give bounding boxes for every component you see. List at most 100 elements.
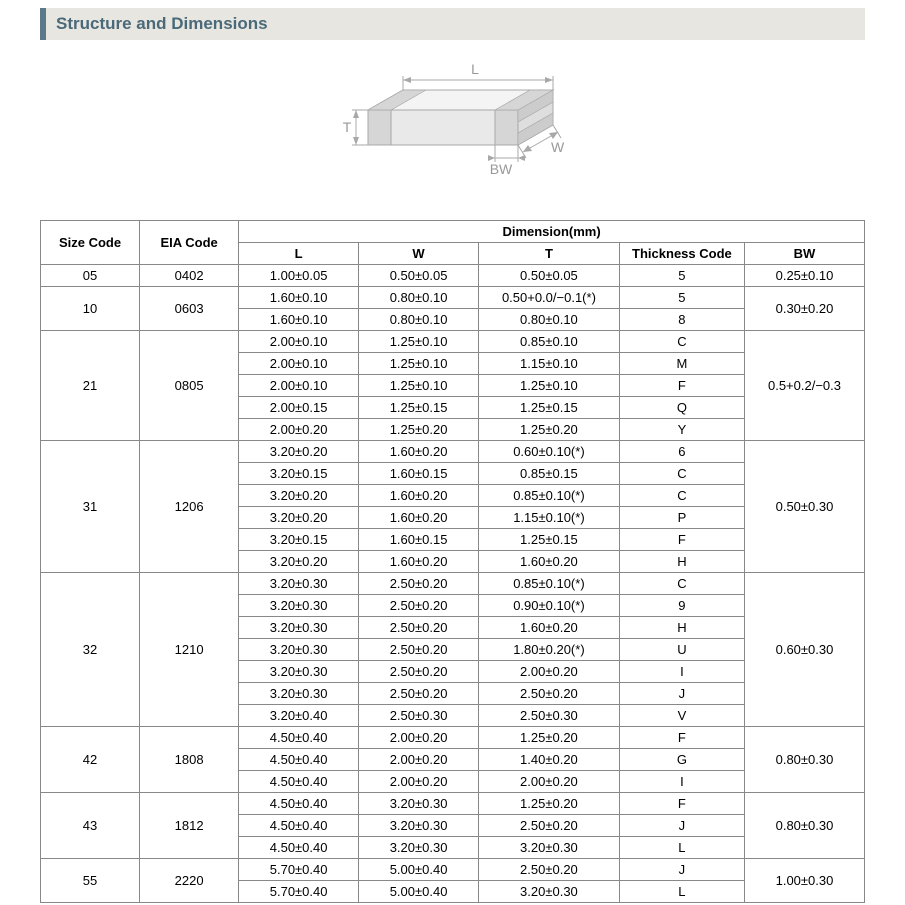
cell-t: 2.00±0.20 — [479, 771, 620, 793]
cell-w: 2.50±0.20 — [359, 617, 479, 639]
cell-tc: J — [619, 683, 744, 705]
chip-dimension-diagram: L T W BW — [323, 50, 583, 200]
cell-tc: C — [619, 463, 744, 485]
cell-tc: F — [619, 375, 744, 397]
cell-size-code: 32 — [41, 573, 140, 727]
cell-w: 1.60±0.15 — [359, 529, 479, 551]
cell-eia-code: 0402 — [140, 265, 239, 287]
cell-l: 4.50±0.40 — [239, 837, 359, 859]
cell-tc: C — [619, 331, 744, 353]
cell-eia-code: 1808 — [140, 727, 239, 793]
cell-t: 1.25±0.15 — [479, 529, 620, 551]
cell-size-code: 31 — [41, 441, 140, 573]
cell-w: 1.60±0.20 — [359, 507, 479, 529]
cell-bw: 1.00±0.30 — [744, 859, 864, 903]
cell-l: 2.00±0.20 — [239, 419, 359, 441]
dim-label-w: W — [551, 139, 565, 155]
cell-tc: 8 — [619, 309, 744, 331]
cell-t: 1.40±0.20 — [479, 749, 620, 771]
cell-w: 5.00±0.40 — [359, 859, 479, 881]
col-tc: Thickness Code — [619, 243, 744, 265]
col-bw: BW — [744, 243, 864, 265]
cell-w: 2.50±0.20 — [359, 661, 479, 683]
cell-l: 3.20±0.30 — [239, 595, 359, 617]
cell-size-code: 05 — [41, 265, 140, 287]
cell-l: 5.70±0.40 — [239, 881, 359, 903]
cell-t: 1.25±0.20 — [479, 793, 620, 815]
cell-w: 2.00±0.20 — [359, 749, 479, 771]
dim-label-l: L — [471, 61, 479, 77]
col-t: T — [479, 243, 620, 265]
col-l: L — [239, 243, 359, 265]
cell-t: 0.50±0.05 — [479, 265, 620, 287]
cell-w: 2.00±0.20 — [359, 771, 479, 793]
cell-w: 2.50±0.20 — [359, 573, 479, 595]
cell-size-code: 21 — [41, 331, 140, 441]
section-header: Structure and Dimensions — [40, 8, 865, 40]
cell-t: 1.60±0.20 — [479, 617, 620, 639]
cell-t: 0.50+0.0/−0.1(*) — [479, 287, 620, 309]
cell-w: 2.50±0.20 — [359, 595, 479, 617]
cell-size-code: 42 — [41, 727, 140, 793]
cell-t: 2.50±0.20 — [479, 683, 620, 705]
cell-l: 4.50±0.40 — [239, 749, 359, 771]
cell-tc: 6 — [619, 441, 744, 463]
cell-tc: C — [619, 485, 744, 507]
chip-terminal-left — [368, 110, 391, 145]
cell-t: 1.80±0.20(*) — [479, 639, 620, 661]
cell-w: 3.20±0.30 — [359, 793, 479, 815]
cell-t: 0.80±0.10 — [479, 309, 620, 331]
cell-l: 3.20±0.20 — [239, 507, 359, 529]
table-row: 4218084.50±0.402.00±0.201.25±0.20F0.80±0… — [41, 727, 865, 749]
table-row: 4318124.50±0.403.20±0.301.25±0.20F0.80±0… — [41, 793, 865, 815]
cell-tc: L — [619, 881, 744, 903]
cell-tc: F — [619, 529, 744, 551]
cell-bw: 0.30±0.20 — [744, 287, 864, 331]
col-group-dimension: Dimension(mm) — [239, 221, 865, 243]
cell-l: 5.70±0.40 — [239, 859, 359, 881]
table-body: 0504021.00±0.050.50±0.050.50±0.0550.25±0… — [41, 265, 865, 903]
cell-l: 1.60±0.10 — [239, 287, 359, 309]
cell-l: 2.00±0.15 — [239, 397, 359, 419]
cell-w: 0.80±0.10 — [359, 309, 479, 331]
cell-tc: V — [619, 705, 744, 727]
cell-l: 3.20±0.20 — [239, 485, 359, 507]
cell-tc: H — [619, 551, 744, 573]
cell-tc: F — [619, 727, 744, 749]
cell-bw: 0.80±0.30 — [744, 793, 864, 859]
chip-terminal-right — [495, 110, 518, 145]
cell-tc: J — [619, 859, 744, 881]
dim-label-bw: BW — [489, 161, 512, 177]
cell-tc: M — [619, 353, 744, 375]
cell-eia-code: 1812 — [140, 793, 239, 859]
cell-l: 3.20±0.20 — [239, 551, 359, 573]
cell-l: 3.20±0.15 — [239, 529, 359, 551]
cell-l: 3.20±0.20 — [239, 441, 359, 463]
cell-t: 0.85±0.10(*) — [479, 573, 620, 595]
cell-t: 0.85±0.10(*) — [479, 485, 620, 507]
cell-t: 1.25±0.15 — [479, 397, 620, 419]
cell-w: 1.25±0.10 — [359, 353, 479, 375]
cell-t: 0.90±0.10(*) — [479, 595, 620, 617]
cell-w: 2.50±0.20 — [359, 639, 479, 661]
cell-tc: J — [619, 815, 744, 837]
cell-eia-code: 0603 — [140, 287, 239, 331]
cell-l: 2.00±0.10 — [239, 353, 359, 375]
table-row: 1006031.60±0.100.80±0.100.50+0.0/−0.1(*)… — [41, 287, 865, 309]
cell-bw: 0.80±0.30 — [744, 727, 864, 793]
cell-w: 1.60±0.20 — [359, 485, 479, 507]
cell-l: 4.50±0.40 — [239, 727, 359, 749]
cell-t: 2.00±0.20 — [479, 661, 620, 683]
cell-w: 5.00±0.40 — [359, 881, 479, 903]
col-eia-code: EIA Code — [140, 221, 239, 265]
cell-t: 0.85±0.10 — [479, 331, 620, 353]
cell-w: 2.50±0.30 — [359, 705, 479, 727]
chip-diagram-container: L T W BW — [0, 50, 905, 205]
cell-l: 3.20±0.40 — [239, 705, 359, 727]
cell-l: 1.00±0.05 — [239, 265, 359, 287]
cell-w: 0.80±0.10 — [359, 287, 479, 309]
cell-w: 1.25±0.10 — [359, 375, 479, 397]
dim-label-t: T — [342, 119, 351, 135]
cell-t: 3.20±0.30 — [479, 837, 620, 859]
col-size-code: Size Code — [41, 221, 140, 265]
